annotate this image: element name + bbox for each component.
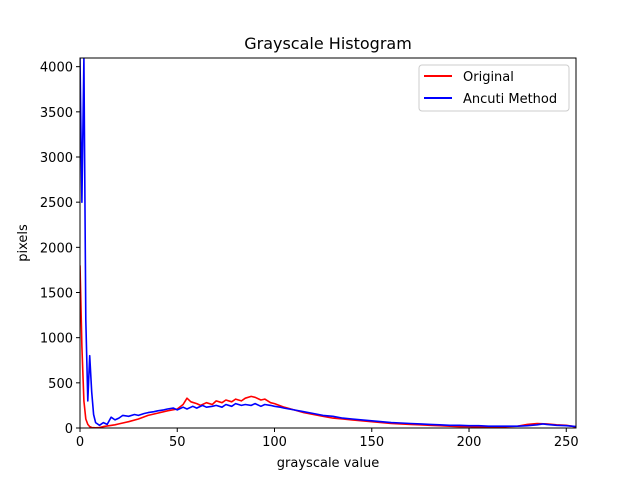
y-tick-label: 500 [48, 377, 73, 392]
series-line-ancuti-method [80, 58, 576, 428]
y-tick-label: 1000 [40, 332, 73, 347]
axes-frame [79, 57, 577, 429]
x-tick-label: 0 [76, 435, 84, 450]
legend-frame [418, 64, 570, 112]
legend-label-ancuti: Ancuti Method [463, 92, 557, 107]
y-axis-label: pixels [16, 224, 31, 262]
series-layer [80, 58, 576, 428]
y-tick-label: 4000 [40, 61, 73, 76]
y-tick-label: 0 [65, 422, 73, 437]
chart-title: Grayscale Histogram [244, 34, 412, 53]
legend: Original Ancuti Method [418, 64, 570, 112]
y-tick-label: 2000 [40, 241, 73, 256]
y-tick-label: 3500 [40, 106, 73, 121]
y-tick-label: 3000 [40, 151, 73, 166]
y-tick-label: 1500 [40, 287, 73, 302]
x-tick-label: 200 [457, 435, 482, 450]
y-tick-label: 2500 [40, 196, 73, 211]
x-axis: 0 50 100 150 200 250 [76, 428, 579, 450]
x-axis-label: grayscale value [277, 456, 379, 471]
x-tick-label: 150 [359, 435, 384, 450]
x-tick-label: 100 [262, 435, 287, 450]
x-tick-label: 250 [554, 435, 579, 450]
legend-label-original: Original [463, 70, 514, 85]
y-axis: 0 500 1000 1500 2000 2500 3000 3500 4000 [40, 61, 80, 437]
x-tick-label: 50 [169, 435, 186, 450]
series-line-original [80, 265, 576, 428]
